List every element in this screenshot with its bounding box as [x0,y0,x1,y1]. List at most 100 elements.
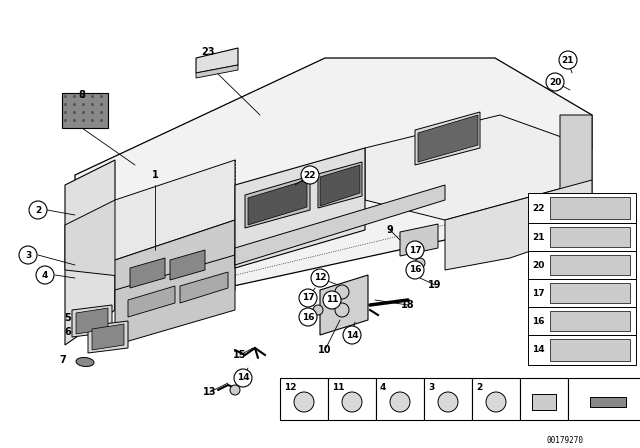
Text: 2: 2 [35,206,41,215]
Text: 23: 23 [201,47,215,57]
Circle shape [335,303,349,317]
Polygon shape [235,148,365,268]
Polygon shape [550,339,630,361]
Circle shape [19,246,37,264]
Text: 6: 6 [65,327,72,337]
Polygon shape [130,258,165,288]
Circle shape [234,369,252,387]
Polygon shape [560,115,592,200]
Text: 10: 10 [318,345,332,355]
Text: 9: 9 [387,225,394,235]
Polygon shape [128,286,175,317]
Polygon shape [550,283,630,303]
Polygon shape [115,160,235,260]
Circle shape [390,392,410,412]
Polygon shape [376,378,424,420]
Circle shape [546,73,564,91]
Text: 19: 19 [428,280,442,290]
Circle shape [299,308,317,326]
Text: 16: 16 [409,266,421,275]
Text: 00179270: 00179270 [547,435,584,444]
Circle shape [301,166,319,184]
Polygon shape [245,176,310,228]
Ellipse shape [76,358,94,366]
Polygon shape [590,397,626,407]
Text: 17: 17 [409,246,421,254]
Polygon shape [320,165,360,206]
Circle shape [311,269,329,287]
Polygon shape [424,378,472,420]
Polygon shape [528,223,636,251]
Circle shape [406,261,424,279]
Text: 21: 21 [562,56,574,65]
Polygon shape [88,321,128,353]
Polygon shape [92,324,124,350]
Text: 20: 20 [532,260,545,270]
Text: 12: 12 [314,273,326,283]
Polygon shape [550,311,630,331]
Text: 22: 22 [532,203,545,212]
Polygon shape [528,307,636,335]
Text: 16: 16 [532,316,545,326]
Text: 20: 20 [549,78,561,86]
Polygon shape [532,394,556,410]
Polygon shape [72,305,112,337]
Text: 17: 17 [532,289,545,297]
Polygon shape [528,193,636,223]
Text: 16: 16 [301,313,314,322]
Polygon shape [196,48,238,73]
Polygon shape [320,275,368,335]
Text: 7: 7 [60,355,67,365]
Circle shape [230,385,240,395]
Text: 11: 11 [332,383,344,392]
Circle shape [415,258,425,268]
Text: 13: 13 [204,387,217,397]
Polygon shape [235,185,445,265]
Polygon shape [400,224,438,256]
Circle shape [313,305,323,315]
Text: 8: 8 [79,90,85,100]
Polygon shape [528,251,636,279]
Polygon shape [196,65,238,78]
Circle shape [323,291,341,309]
Polygon shape [65,160,115,345]
Polygon shape [248,180,307,225]
Text: 15: 15 [233,350,247,360]
Circle shape [299,289,317,307]
Text: 3: 3 [428,383,435,392]
Text: 3: 3 [25,250,31,259]
Circle shape [559,51,577,69]
Polygon shape [280,378,328,420]
Circle shape [36,266,54,284]
Polygon shape [550,197,630,219]
Circle shape [294,392,314,412]
Text: 12: 12 [284,383,296,392]
Text: 5: 5 [65,313,72,323]
Polygon shape [445,180,592,270]
Polygon shape [415,112,480,165]
Polygon shape [62,93,108,128]
Text: 14: 14 [532,345,545,354]
Polygon shape [472,378,520,420]
Polygon shape [115,220,235,310]
Polygon shape [418,115,478,162]
Polygon shape [528,335,636,365]
Polygon shape [115,255,235,345]
Text: 21: 21 [532,233,545,241]
Polygon shape [550,255,630,275]
Polygon shape [180,272,228,303]
Polygon shape [76,308,108,334]
Circle shape [342,392,362,412]
Circle shape [406,241,424,259]
Text: 2: 2 [476,383,483,392]
Polygon shape [75,58,592,290]
Polygon shape [170,250,205,280]
Text: 22: 22 [304,171,316,180]
Text: 17: 17 [301,293,314,302]
Polygon shape [365,115,592,220]
Text: 1: 1 [152,170,158,180]
Text: 4: 4 [42,271,48,280]
Text: 18: 18 [401,300,415,310]
Text: 14: 14 [237,374,250,383]
Text: 14: 14 [346,331,358,340]
